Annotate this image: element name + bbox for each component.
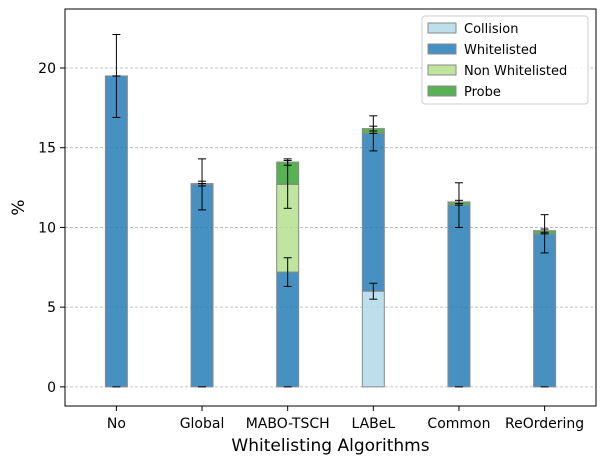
ticks: 0 5 10 15 20 No Global MABO-TSCH LABeL Common ReOr… bbox=[38, 61, 584, 432]
bar-segment bbox=[104, 75, 128, 388]
legend-swatch bbox=[427, 85, 457, 97]
x-tick-label: No bbox=[107, 416, 126, 432]
legend-swatch bbox=[427, 22, 457, 34]
legend-label: Whitelisted bbox=[464, 43, 537, 58]
bar-segment bbox=[276, 271, 300, 388]
legend-label: Non Whitelisted bbox=[464, 64, 567, 79]
legend-label: Probe bbox=[464, 85, 501, 100]
y-axis-label: % bbox=[9, 199, 29, 215]
legend: Collision Whitelisted Non Whitelisted Probe bbox=[421, 15, 589, 105]
y-tick-label: 20 bbox=[38, 61, 56, 77]
y-tick-label: 0 bbox=[47, 380, 56, 396]
error-bar bbox=[369, 125, 378, 132]
x-tick-label: MABO-TSCH bbox=[246, 416, 330, 432]
error-bar bbox=[454, 199, 463, 205]
y-tick-label: 15 bbox=[38, 141, 56, 157]
legend-swatch bbox=[427, 64, 457, 76]
y-tick-label: 5 bbox=[47, 300, 56, 316]
legend-box bbox=[421, 15, 589, 105]
axes-frame bbox=[64, 8, 597, 407]
x-tick-label: Global bbox=[180, 416, 225, 432]
bars bbox=[104, 75, 557, 388]
x-tick-label: LABeL bbox=[351, 416, 395, 432]
grid-lines bbox=[65, 67, 596, 388]
x-axis-label: Whitelisting Algorithms bbox=[231, 436, 429, 455]
error-bar bbox=[283, 158, 292, 166]
y-tick-label: 10 bbox=[38, 220, 56, 236]
error-bars bbox=[112, 34, 549, 388]
error-bar bbox=[540, 228, 549, 233]
x-tick-label: Common bbox=[427, 416, 490, 432]
error-bar bbox=[369, 282, 378, 300]
bar-segment bbox=[361, 290, 385, 388]
legend-swatch bbox=[427, 43, 457, 55]
x-tick-label: ReOrdering bbox=[505, 416, 584, 432]
bar-segment bbox=[361, 132, 385, 292]
bar-segment bbox=[190, 183, 214, 388]
error-bar bbox=[283, 257, 292, 287]
legend-label: Collision bbox=[464, 22, 518, 37]
bar-segment bbox=[533, 233, 557, 388]
bar-segment bbox=[447, 204, 471, 388]
